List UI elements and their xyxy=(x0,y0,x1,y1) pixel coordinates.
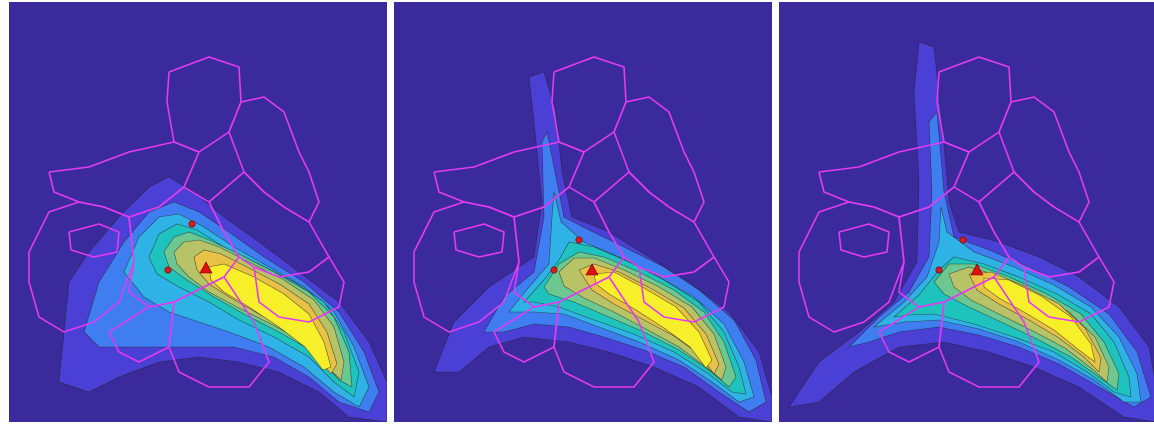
contour-level-8 xyxy=(593,271,713,369)
district-boundary xyxy=(553,276,655,388)
receptor-marker xyxy=(164,266,172,274)
receptor-marker xyxy=(959,236,967,244)
district-boundary xyxy=(253,256,345,323)
map-panel-left xyxy=(9,2,387,422)
district-boundaries xyxy=(28,56,345,388)
district-boundary xyxy=(68,223,120,258)
district-boundary xyxy=(413,201,520,333)
district-boundary xyxy=(638,256,730,323)
district-boundary xyxy=(168,276,270,388)
district-boundary xyxy=(1023,256,1115,323)
map-panel-middle xyxy=(394,2,772,422)
district-boundary xyxy=(613,96,705,223)
source-marker xyxy=(970,263,984,276)
source-marker xyxy=(199,261,213,274)
receptor-marker xyxy=(188,220,196,228)
map-svg-middle xyxy=(394,2,772,422)
district-boundaries xyxy=(413,56,730,388)
district-boundary xyxy=(838,223,890,258)
district-boundary xyxy=(108,301,175,363)
district-boundary xyxy=(28,201,135,333)
receptor-marker xyxy=(550,266,558,274)
district-boundaries xyxy=(798,56,1115,388)
district-boundary xyxy=(798,201,905,333)
district-boundary xyxy=(493,301,560,363)
map-panel-right xyxy=(779,2,1154,422)
district-boundary xyxy=(998,96,1090,223)
district-boundary xyxy=(453,223,505,258)
concentration-plume xyxy=(433,71,772,422)
district-boundary xyxy=(938,276,1040,388)
source-marker xyxy=(585,263,599,276)
contour-level-8 xyxy=(208,263,332,371)
map-svg-right xyxy=(779,2,1154,422)
contour-level-8 xyxy=(983,277,1096,363)
map-svg-left xyxy=(9,2,387,422)
district-boundary xyxy=(878,301,945,363)
receptor-marker xyxy=(935,266,943,274)
receptor-marker xyxy=(575,236,583,244)
district-boundary xyxy=(228,96,320,223)
